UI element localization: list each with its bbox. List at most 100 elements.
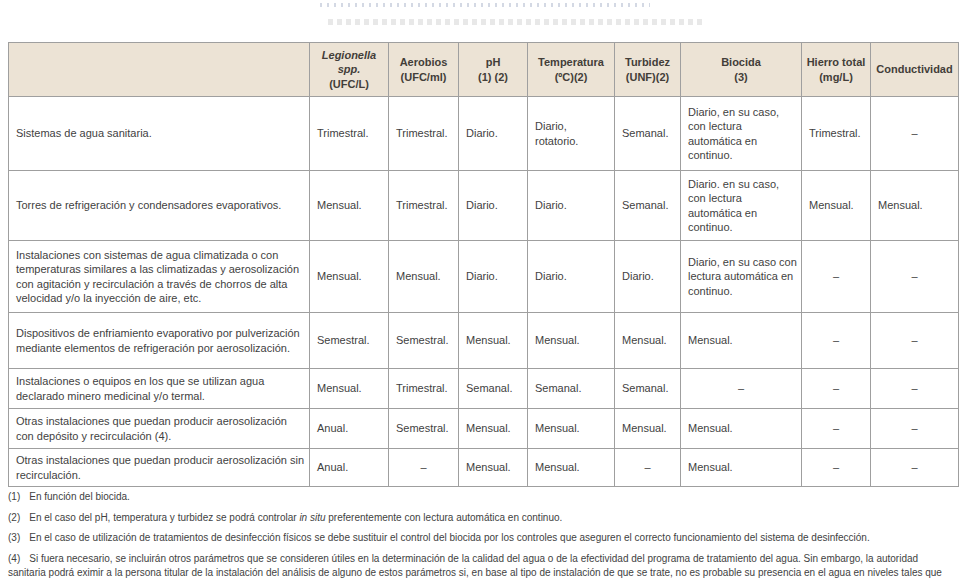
column-header-turbidez: Turbidez (UNF)(2) [615, 43, 681, 97]
value-cell: Mensual. [871, 171, 959, 241]
column-title: Biocida [721, 56, 761, 68]
table-row: Otras instalaciones que puedan producir … [9, 409, 959, 449]
row-label: Otras instalaciones que puedan producir … [9, 409, 310, 449]
row-label: Instalaciones con sistemas de agua clima… [9, 241, 310, 313]
value-cell: Diario. [459, 171, 528, 241]
table-row: Torres de refrigeración y condensadores … [9, 171, 959, 241]
value-cell: Diario. [459, 241, 528, 313]
value-cell: – [871, 409, 959, 449]
column-header-empty [9, 43, 310, 97]
value-cell: Semestral. [310, 313, 389, 369]
footnote-text: Si fuera necesario, se incluirán otros p… [8, 553, 942, 583]
value-cell: Diario, rotatorio. [528, 97, 615, 171]
value-cell: Diario. [459, 97, 528, 171]
row-label: Sistemas de agua sanitaria. [9, 97, 310, 171]
column-header-hierro-total: Hierro total (mg/L) [802, 43, 871, 97]
value-cell: Semanal. [615, 171, 681, 241]
value-cell: – [802, 369, 871, 409]
value-cell: Mensual. [310, 171, 389, 241]
footnote-4: (4)Si fuera necesario, se incluirán otro… [8, 552, 955, 583]
footnote-3: (3) En el caso de utilización de tratamie… [8, 531, 955, 546]
footnote-number: (3) [8, 532, 20, 543]
value-cell: Trimestral. [389, 171, 459, 241]
value-cell: Diario. en su caso, con lectura automáti… [681, 171, 802, 241]
value-cell: Mensual. [528, 409, 615, 449]
value-cell: Mensual. [389, 241, 459, 313]
column-subtitle: (3) [682, 70, 800, 84]
value-cell: – [802, 449, 871, 487]
footnote-text: En el caso del pH, temperatura y turbide… [29, 512, 299, 523]
footnote-text: En el caso de utilización de tratamiento… [29, 532, 869, 543]
column-subtitle: (mg/L) [803, 70, 869, 84]
value-cell: Trimestral. [802, 97, 871, 171]
cropped-text-artifact [320, 3, 650, 7]
value-cell: Mensual. [528, 449, 615, 487]
column-header-ph: pH(1) (2) [459, 43, 528, 97]
value-cell: – [871, 97, 959, 171]
footnote-number: (2) [8, 512, 20, 523]
value-cell: – [389, 449, 459, 487]
column-title: Turbidez [625, 56, 670, 68]
value-cell: Mensual. [459, 449, 528, 487]
value-cell: Semanal. [615, 97, 681, 171]
column-subtitle: (UFC/ml) [390, 70, 457, 84]
value-cell: – [871, 369, 959, 409]
value-cell: Anual. [310, 449, 389, 487]
value-cell: Semestral. [389, 409, 459, 449]
column-header-temperatura: Temperatura (ºC)(2) [528, 43, 615, 97]
column-subtitle: (ºC)(2) [529, 70, 613, 84]
column-title: pH [486, 56, 501, 68]
value-cell: Mensual. [459, 409, 528, 449]
table-row: Dispositivos de enfriamiento evaporativo… [9, 313, 959, 369]
value-cell: Mensual. [681, 313, 802, 369]
row-label: Instalaciones o equipos en los que se ut… [9, 369, 310, 409]
value-cell: Semanal. [528, 369, 615, 409]
table-row: Instalaciones o equipos en los que se ut… [9, 369, 959, 409]
value-cell: – [871, 449, 959, 487]
value-cell: Anual. [310, 409, 389, 449]
value-cell: Mensual. [310, 241, 389, 313]
footnote-1: (1) En función del biocida. [8, 490, 955, 505]
table-row: Otras instalaciones que puedan producir … [9, 449, 959, 487]
column-title: Hierro total [807, 56, 866, 68]
footnote-2: (2) En el caso del pH, temperatura y turb… [8, 511, 955, 526]
column-title: Temperatura [538, 56, 604, 68]
footnote-italic: in situ [299, 512, 325, 523]
table-row: Sistemas de agua sanitaria. Trimestral. … [9, 97, 959, 171]
row-label: Otras instalaciones que puedan producir … [9, 449, 310, 487]
footnote-text: En función del biocida. [29, 491, 130, 502]
value-cell: Mensual. [310, 369, 389, 409]
value-cell: Mensual. [459, 313, 528, 369]
value-cell: Mensual. [681, 449, 802, 487]
column-title: Legionella spp. [322, 49, 376, 75]
column-title: Aerobios [400, 56, 448, 68]
footnote-number: (4) [8, 553, 20, 564]
value-cell: – [615, 449, 681, 487]
value-cell: Mensual. [615, 409, 681, 449]
value-cell: Mensual. [615, 313, 681, 369]
value-cell: Trimestral. [389, 97, 459, 171]
column-header-biocida: Biocida (3) [681, 43, 802, 97]
value-cell: – [802, 409, 871, 449]
footnote-number: (1) [8, 491, 20, 502]
row-label: Torres de refrigeración y condensadores … [9, 171, 310, 241]
value-cell: Diario. [528, 241, 615, 313]
column-header-aerobios: Aerobios (UFC/ml) [389, 43, 459, 97]
value-cell: Trimestral. [310, 97, 389, 171]
cropped-text-artifact [328, 19, 706, 25]
value-cell: Mensual. [802, 171, 871, 241]
row-label: Dispositivos de enfriamiento evaporativo… [9, 313, 310, 369]
value-cell: – [681, 369, 802, 409]
value-cell: Diario, en su caso con lectura automátic… [681, 241, 802, 313]
value-cell: Diario. [528, 171, 615, 241]
monitoring-frequency-table: Legionella spp.(UFC/L) Aerobios(UFC/ml) … [8, 42, 959, 487]
value-cell: Semestral. [389, 313, 459, 369]
table-row: Instalaciones con sistemas de agua clima… [9, 241, 959, 313]
value-cell: Diario, en su caso, con lectura automáti… [681, 97, 802, 171]
column-subtitle: (UNF)(2) [616, 70, 679, 84]
value-cell: – [802, 313, 871, 369]
value-cell: Semanal. [459, 369, 528, 409]
footnote-text: preferentemente con lectura automática e… [326, 512, 563, 523]
value-cell: – [871, 313, 959, 369]
column-header-legionella: Legionella spp.(UFC/L) [310, 43, 389, 97]
